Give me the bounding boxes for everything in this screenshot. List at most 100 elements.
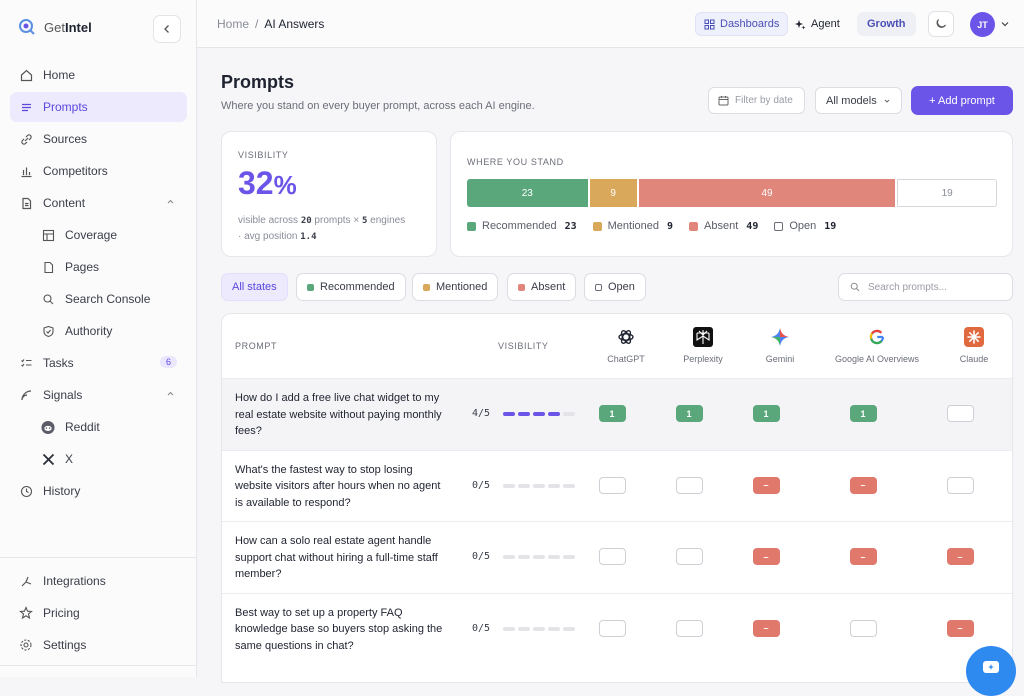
sidebar-item-competitors[interactable]: Competitors — [10, 156, 187, 186]
table-row[interactable]: What's the fastest way to stop losing we… — [222, 449, 1012, 522]
sidebar-item-label: Authority — [65, 324, 113, 338]
chip-label: Recommended — [320, 281, 395, 293]
engine-count: 5 — [361, 216, 368, 226]
page-title: Prompts — [221, 72, 295, 92]
sidebar-item-label: Pages — [65, 260, 100, 274]
column-header-prompt[interactable]: PROMPT — [235, 341, 278, 351]
chevron-down-icon[interactable] — [1000, 19, 1010, 29]
sidebar-item-sources[interactable]: Sources — [10, 124, 187, 154]
sidebar-item-search-console[interactable]: Search Console — [32, 284, 187, 314]
status-cell-gemini[interactable]: – — [752, 548, 780, 565]
sidebar-item-label: Integrations — [43, 574, 106, 588]
status-cell-gemini[interactable]: 1 — [752, 405, 780, 422]
engine-name: Gemini — [765, 354, 795, 364]
filter-chip-mentioned[interactable]: Mentioned — [412, 273, 499, 301]
legend-swatch — [592, 221, 602, 231]
legend-item-recommended: Recommended 23 — [467, 220, 577, 232]
table-row[interactable]: How do I add a free live chat widget to … — [222, 378, 1012, 450]
sidebar-item-content[interactable]: Content — [10, 188, 187, 218]
moon-icon — [936, 19, 946, 28]
agent-button[interactable]: Agent — [787, 12, 848, 36]
sidebar-item-history[interactable]: History — [10, 476, 187, 506]
status-cell-claude[interactable]: – — [946, 548, 974, 565]
visibility-bar-segment — [533, 555, 545, 559]
status-cell-gemini[interactable]: – — [752, 476, 780, 494]
sidebar: GetIntel Home Prompts Sources Competitor… — [0, 0, 197, 677]
chip-label: Open — [608, 281, 635, 293]
status-cell-chatgpt[interactable] — [598, 476, 626, 494]
filter-chip-open[interactable]: Open — [584, 273, 646, 301]
breadcrumb-home[interactable]: Home — [217, 17, 250, 31]
agent-label: Agent — [811, 18, 840, 30]
status-cell-google-ai-overviews[interactable]: – — [849, 476, 877, 494]
status-cell-chatgpt[interactable] — [598, 548, 626, 565]
sparkle-icon — [795, 19, 806, 29]
sidebar-item-signals[interactable]: Signals — [10, 380, 187, 410]
status-cell-perplexity[interactable]: 1 — [675, 405, 703, 422]
open-dot — [595, 283, 602, 291]
visibility-bar-segment — [548, 412, 560, 416]
status-cell-claude[interactable]: – — [946, 619, 974, 637]
add-prompt-button[interactable]: + Add prompt — [911, 86, 1013, 115]
search-prompts-input[interactable]: Search prompts... — [838, 273, 1013, 301]
models-select[interactable]: All models — [815, 87, 902, 114]
filter-chip-absent[interactable]: Absent — [507, 273, 577, 301]
prompt-text: How can a solo real estate agent handle … — [235, 535, 438, 580]
status-cell-chatgpt[interactable]: 1 — [598, 405, 626, 422]
visibility-score: 0/5 — [472, 622, 491, 634]
prompt-text: Best way to set up a property FAQ knowle… — [235, 606, 443, 652]
growth-plan-button[interactable]: Growth — [857, 12, 916, 36]
growth-label: Growth — [867, 18, 906, 30]
status-cell-claude[interactable] — [946, 476, 974, 494]
legend-swatch — [689, 221, 699, 231]
sidebar-item-label: Sources — [43, 132, 88, 146]
sidebar-item-prompts[interactable]: Prompts — [10, 92, 187, 122]
chip-label: All states — [232, 281, 277, 293]
status-cell-claude[interactable] — [946, 405, 974, 422]
status-cell-google-ai-overviews[interactable]: 1 — [849, 405, 877, 422]
chatgpt-icon — [615, 326, 637, 348]
breadcrumb: Home / AI Answers — [217, 17, 324, 31]
chat-launcher-button[interactable] — [966, 646, 1016, 696]
date-filter-input[interactable]: Filter by date — [708, 87, 805, 114]
note-text: · avg position — [238, 231, 301, 242]
sidebar-item-tasks[interactable]: Tasks 6 — [10, 348, 187, 378]
note-text: visible across — [238, 215, 301, 226]
stacked-segment-open[interactable]: 19 — [897, 179, 997, 207]
status-cell-google-ai-overviews[interactable]: – — [849, 548, 877, 565]
status-cell-google-ai-overviews[interactable] — [849, 619, 877, 637]
tasks-icon — [19, 356, 33, 370]
status-cell-perplexity[interactable] — [675, 476, 703, 494]
legend-label: Open — [789, 220, 817, 232]
sidebar-item-integrations[interactable]: Integrations — [10, 566, 187, 596]
stacked-segment-mentioned[interactable]: 9 — [589, 179, 637, 207]
brand-logo[interactable]: GetIntel — [18, 18, 92, 36]
sidebar-item-reddit[interactable]: Reddit — [32, 412, 187, 442]
table-row[interactable]: How can a solo real estate agent handle … — [222, 521, 1012, 593]
filter-chip-all[interactable]: All states — [221, 273, 288, 301]
filter-chip-recommended[interactable]: Recommended — [296, 273, 406, 301]
sidebar-item-label: Reddit — [65, 420, 100, 434]
status-cell-perplexity[interactable] — [675, 619, 703, 637]
theme-toggle-button[interactable] — [928, 11, 954, 37]
stacked-segment-recommended[interactable]: 23 — [467, 179, 588, 207]
sidebar-item-settings[interactable]: Settings — [10, 630, 187, 660]
dashboards-button[interactable]: Dashboards — [695, 12, 789, 36]
sidebar-item-authority[interactable]: Authority — [32, 316, 187, 346]
avatar[interactable]: JT — [970, 12, 995, 37]
sidebar-item-coverage[interactable]: Coverage — [32, 220, 187, 250]
status-cell-gemini[interactable]: – — [752, 619, 780, 637]
status-cell-perplexity[interactable] — [675, 548, 703, 565]
sidebar-item-home[interactable]: Home — [10, 60, 187, 90]
sidebar-item-pages[interactable]: Pages — [32, 252, 187, 282]
status-cell-chatgpt[interactable] — [598, 619, 626, 637]
table-row[interactable]: Best way to set up a property FAQ knowle… — [222, 592, 1012, 665]
list-icon — [19, 100, 33, 114]
stacked-segment-absent[interactable]: 49 — [638, 179, 896, 207]
visibility-bar-segment — [548, 626, 560, 631]
sidebar-item-x[interactable]: X — [32, 444, 187, 474]
sidebar-item-pricing[interactable]: Pricing — [10, 598, 187, 628]
collapse-sidebar-button[interactable] — [153, 15, 181, 43]
page-icon — [41, 260, 55, 274]
column-header-visibility[interactable]: VISIBILITY — [498, 341, 549, 351]
